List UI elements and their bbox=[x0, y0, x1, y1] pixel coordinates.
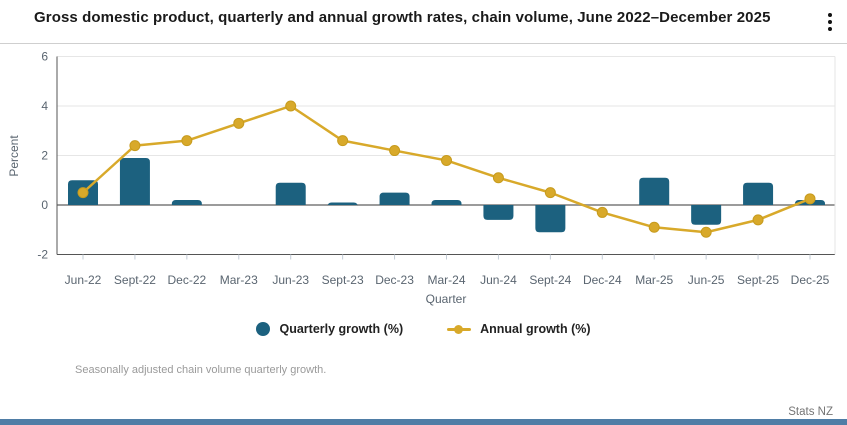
attribution-text: Stats NZ bbox=[788, 406, 833, 418]
line-point-Mar-23[interactable] bbox=[233, 117, 245, 129]
x-tick-label-Sept-22: Sept-22 bbox=[114, 273, 156, 287]
x-axis-title: Quarter bbox=[426, 292, 467, 306]
legend-item-quarterly[interactable]: Quarterly growth (%) bbox=[256, 322, 403, 336]
x-tick-label-Sept-24: Sept-24 bbox=[529, 273, 571, 287]
legend-item-annual[interactable]: Annual growth (%) bbox=[447, 322, 591, 336]
chart-header: Gross domestic product, quarterly and an… bbox=[0, 0, 847, 44]
chart-footnote: Seasonally adjusted chain volume quarter… bbox=[75, 364, 327, 376]
line-point-Mar-24[interactable] bbox=[441, 154, 452, 166]
x-tick-label-Mar-25: Mar-25 bbox=[635, 273, 673, 287]
annual-series-marker-icon bbox=[447, 324, 472, 334]
legend-label-quarterly: Quarterly growth (%) bbox=[279, 322, 404, 336]
y-tick-label: 2 bbox=[41, 149, 48, 163]
line-point-Sept-23[interactable] bbox=[337, 135, 349, 147]
x-tick-label-Mar-24: Mar-24 bbox=[427, 273, 465, 287]
line-point-Sept-24[interactable] bbox=[544, 187, 556, 199]
chart-legend: Quarterly growth (%) Annual growth (%) bbox=[0, 322, 847, 336]
line-point-Jun-23[interactable] bbox=[285, 100, 297, 112]
x-tick-label-Jun-25: Jun-25 bbox=[688, 273, 725, 287]
x-tick-label-Dec-23: Dec-23 bbox=[375, 273, 414, 287]
bar-Mar-24[interactable] bbox=[431, 200, 462, 205]
x-tick-label-Jun-23: Jun-23 bbox=[272, 273, 309, 287]
y-tick-label: -2 bbox=[37, 248, 48, 262]
x-tick-label-Dec-24: Dec-24 bbox=[583, 273, 622, 287]
bar-Dec-23[interactable] bbox=[379, 192, 410, 205]
x-tick-label-Jun-24: Jun-24 bbox=[480, 273, 517, 287]
line-point-Dec-24[interactable] bbox=[596, 206, 608, 218]
x-tick-label-Dec-25: Dec-25 bbox=[791, 273, 830, 287]
y-axis-title: Percent bbox=[7, 135, 21, 177]
bar-Jun-25[interactable] bbox=[691, 205, 722, 225]
kebab-dot bbox=[828, 27, 832, 31]
kebab-dot bbox=[828, 13, 832, 17]
line-point-Jun-25[interactable] bbox=[700, 226, 712, 238]
y-tick-label: 0 bbox=[41, 198, 48, 212]
kebab-dot bbox=[828, 20, 832, 24]
line-point-Sept-22[interactable] bbox=[129, 140, 141, 152]
line-point-Sept-25[interactable] bbox=[752, 214, 764, 226]
line-point-Jun-22[interactable] bbox=[77, 187, 89, 199]
bar-Sept-25[interactable] bbox=[743, 182, 774, 205]
line-point-Mar-25[interactable] bbox=[648, 221, 660, 233]
chart-title: Gross domestic product, quarterly and an… bbox=[34, 9, 771, 26]
kebab-menu-icon[interactable] bbox=[821, 10, 839, 34]
bar-Mar-25[interactable] bbox=[639, 177, 670, 205]
legend-label-annual: Annual growth (%) bbox=[480, 322, 591, 336]
x-tick-label-Mar-23: Mar-23 bbox=[220, 273, 258, 287]
line-point-Dec-23[interactable] bbox=[389, 145, 401, 157]
chart-canvas: 6 4 2 0 -2 Jun-22 Sept-22 Dec-22 Mar-23 Jun-23 Sep… bbox=[7, 50, 836, 306]
bar-Jun-24[interactable] bbox=[483, 205, 514, 220]
x-tick-label-Jun-22: Jun-22 bbox=[65, 273, 102, 287]
x-tick-label-Sept-25: Sept-25 bbox=[737, 273, 779, 287]
footer-brand-bar bbox=[0, 419, 847, 425]
quarterly-series-marker-icon bbox=[256, 322, 271, 336]
y-tick-label: 4 bbox=[41, 99, 48, 113]
bar-Sept-24[interactable] bbox=[535, 205, 566, 233]
y-tick-label: 6 bbox=[41, 50, 48, 64]
x-tick-label-Sept-23: Sept-23 bbox=[322, 273, 364, 287]
x-tick-label-Dec-22: Dec-22 bbox=[168, 273, 207, 287]
bar-Sept-23[interactable] bbox=[327, 202, 358, 207]
bar-Jun-23[interactable] bbox=[275, 182, 306, 205]
line-point-Jun-24[interactable] bbox=[492, 172, 504, 184]
bar-Sept-22[interactable] bbox=[119, 157, 150, 205]
bar-Dec-22[interactable] bbox=[171, 200, 202, 205]
line-point-Dec-25[interactable] bbox=[804, 193, 816, 205]
line-point-Dec-22[interactable] bbox=[181, 135, 193, 147]
